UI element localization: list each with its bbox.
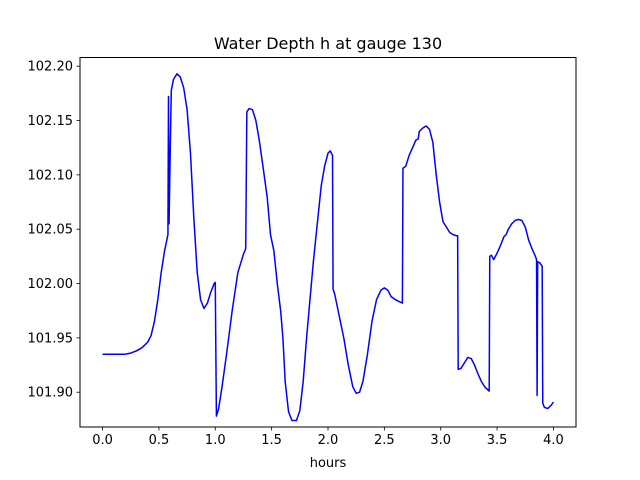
x-tick-label: 2.5 bbox=[374, 433, 395, 448]
y-tick-label: 101.90 bbox=[28, 386, 74, 401]
x-axis-label: hours bbox=[310, 456, 347, 471]
plot-area bbox=[102, 73, 555, 422]
chart-title: Water Depth h at gauge 130 bbox=[214, 34, 442, 53]
y-tick-label: 102.10 bbox=[28, 168, 74, 183]
y-axis-ticks: 101.90 101.95 102.00 102.05 102.10 102.15 102.… bbox=[28, 60, 80, 401]
x-tick-label: 3.0 bbox=[430, 433, 451, 448]
x-tick-label: 2.0 bbox=[318, 433, 339, 448]
plot-frame bbox=[79, 57, 577, 428]
y-tick-label: 102.15 bbox=[28, 114, 74, 129]
series-line bbox=[102, 73, 555, 422]
x-tick-label: 4.0 bbox=[543, 433, 564, 448]
y-tick-label: 101.95 bbox=[28, 331, 74, 346]
x-tick-label: 3.5 bbox=[487, 433, 508, 448]
x-axis-ticks: 0.0 0.5 1.0 1.5 2.0 2.5 3.0 3.5 4.0 bbox=[92, 427, 564, 448]
y-tick-label: 102.05 bbox=[28, 223, 74, 238]
x-tick-label: 1.5 bbox=[261, 433, 282, 448]
x-tick-label: 0.0 bbox=[92, 433, 113, 448]
y-tick-label: 102.00 bbox=[28, 277, 74, 292]
y-tick-label: 102.20 bbox=[28, 60, 74, 75]
x-tick-label: 1.0 bbox=[205, 433, 226, 448]
x-tick-label: 0.5 bbox=[149, 433, 170, 448]
